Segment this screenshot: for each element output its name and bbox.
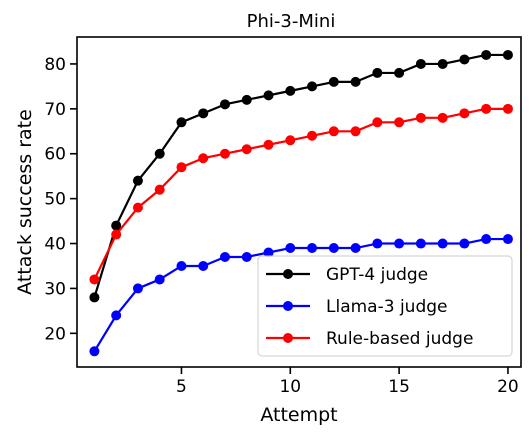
data-point bbox=[111, 310, 122, 321]
legend-item: Rule-based judge bbox=[266, 329, 473, 349]
data-point bbox=[481, 103, 492, 114]
data-point bbox=[263, 247, 274, 258]
data-point bbox=[328, 126, 339, 137]
y-tick-label: 40 bbox=[44, 235, 66, 255]
data-point bbox=[176, 162, 187, 173]
data-point bbox=[307, 81, 318, 92]
legend-box bbox=[257, 255, 513, 357]
data-point bbox=[89, 292, 100, 303]
data-point bbox=[459, 108, 470, 119]
data-point bbox=[328, 76, 339, 87]
series-0 bbox=[89, 49, 513, 303]
data-point bbox=[132, 175, 143, 186]
y-tick-label: 30 bbox=[44, 279, 66, 299]
data-point bbox=[437, 238, 448, 249]
data-point bbox=[437, 58, 448, 69]
series-1 bbox=[89, 234, 513, 357]
data-point bbox=[132, 283, 143, 294]
legend-label: GPT-4 judge bbox=[326, 265, 428, 285]
x-tick-label: 5 bbox=[176, 377, 187, 397]
data-point bbox=[241, 252, 252, 262]
data-point bbox=[241, 144, 252, 155]
data-point bbox=[481, 49, 492, 60]
data-point bbox=[154, 184, 165, 195]
legend-item: Llama-3 judge bbox=[266, 297, 447, 317]
data-point bbox=[89, 346, 100, 357]
data-point bbox=[459, 54, 470, 65]
series-line bbox=[93, 107, 508, 280]
y-tick-label: 20 bbox=[44, 324, 66, 344]
y-tick-label: 60 bbox=[44, 145, 66, 165]
data-point bbox=[481, 234, 492, 245]
y-tick-label: 70 bbox=[44, 100, 66, 120]
data-point bbox=[198, 260, 209, 271]
y-axis-label: Attack success rate bbox=[14, 109, 36, 295]
data-point bbox=[307, 130, 318, 141]
legend-label: Llama-3 judge bbox=[326, 297, 447, 317]
legend-swatch-marker bbox=[283, 333, 293, 343]
x-tick-label: 20 bbox=[497, 377, 519, 397]
legend-label: Rule-based judge bbox=[326, 329, 473, 349]
data-point bbox=[111, 229, 122, 240]
data-point bbox=[350, 76, 361, 87]
data-point bbox=[372, 117, 383, 128]
data-point bbox=[328, 243, 339, 254]
data-point bbox=[154, 274, 165, 285]
data-point bbox=[394, 238, 405, 249]
series-2 bbox=[89, 103, 513, 285]
data-point bbox=[285, 135, 296, 146]
data-point bbox=[394, 117, 405, 128]
data-point bbox=[502, 103, 513, 114]
data-point bbox=[459, 238, 470, 249]
data-point bbox=[372, 238, 383, 249]
y-tick-label: 50 bbox=[44, 190, 66, 210]
data-point bbox=[198, 108, 209, 119]
data-point bbox=[437, 112, 448, 123]
legend-swatch-marker bbox=[283, 301, 293, 311]
y-tick-label: 80 bbox=[44, 55, 66, 75]
x-axis-label: Attempt bbox=[260, 404, 337, 426]
data-point bbox=[307, 243, 318, 254]
x-tick-label: 15 bbox=[388, 377, 410, 397]
data-point bbox=[263, 139, 274, 150]
data-point bbox=[89, 274, 100, 285]
legend-swatch-marker bbox=[283, 269, 293, 279]
data-point bbox=[415, 238, 426, 249]
data-point bbox=[415, 112, 426, 123]
data-point bbox=[285, 85, 296, 96]
data-point bbox=[220, 99, 230, 110]
x-tick-label: 10 bbox=[279, 377, 301, 397]
data-point bbox=[394, 67, 405, 78]
data-point bbox=[220, 148, 230, 159]
plot-frame bbox=[76, 36, 522, 368]
data-point bbox=[285, 243, 296, 254]
chart-title: Phi-3-Mini bbox=[247, 11, 336, 32]
data-point bbox=[154, 148, 165, 159]
data-point bbox=[415, 58, 426, 69]
data-point bbox=[263, 90, 274, 101]
data-point bbox=[198, 153, 209, 164]
legend-item: GPT-4 judge bbox=[266, 265, 428, 285]
data-point bbox=[502, 49, 513, 60]
data-point bbox=[111, 220, 122, 231]
plot-area bbox=[89, 49, 513, 357]
data-point bbox=[350, 243, 361, 254]
data-point bbox=[220, 252, 230, 262]
data-point bbox=[241, 94, 252, 105]
data-point bbox=[176, 260, 187, 271]
axis-ticks: 5 10 15 20 20 30 40 50 60 70 80 bbox=[44, 55, 518, 397]
data-point bbox=[502, 234, 513, 245]
data-point bbox=[176, 117, 187, 128]
data-point bbox=[372, 67, 383, 78]
data-point bbox=[132, 202, 143, 213]
legend: GPT-4 judge Llama-3 judge Rule-based judge bbox=[257, 255, 513, 357]
data-point bbox=[350, 126, 361, 137]
